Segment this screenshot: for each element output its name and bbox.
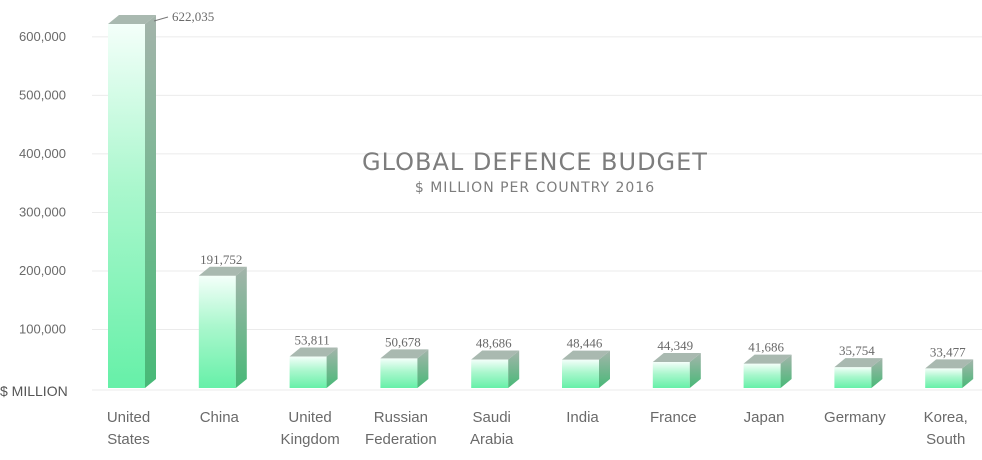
bar-top	[380, 349, 429, 359]
bar: 48,446	[562, 336, 610, 388]
value-label: 622,035	[172, 9, 214, 24]
bar-side	[780, 354, 792, 388]
bar-top	[652, 353, 701, 363]
bar-front	[834, 367, 872, 388]
x-tick-label: United	[288, 409, 331, 426]
bar-top	[471, 350, 520, 360]
x-tick-label: India	[566, 409, 599, 426]
x-tick-label: Kingdom	[280, 431, 339, 448]
bar-front	[471, 359, 509, 388]
bar-side	[417, 349, 429, 388]
bar-front	[652, 362, 690, 388]
bar-front	[743, 363, 781, 388]
bar-side	[508, 350, 520, 388]
bar-side	[326, 347, 338, 388]
x-tick-label: Arabia	[470, 431, 514, 448]
chart-subtitle: $ MILLION PER COUNTRY 2016	[414, 180, 656, 196]
y-axis-label: $ MILLION	[0, 383, 68, 399]
bar-side	[235, 266, 247, 388]
x-tick-label: States	[107, 431, 150, 448]
value-label: 35,754	[839, 343, 875, 358]
y-tick-label: 100,000	[19, 321, 66, 336]
bar-front	[562, 359, 599, 388]
bar-front	[289, 356, 327, 388]
bar-side	[145, 15, 156, 388]
bar-side	[689, 353, 701, 388]
bar: 44,349	[652, 338, 701, 388]
bar-top	[198, 266, 247, 276]
x-tick-label: Federation	[365, 431, 437, 448]
x-tick-label: China	[200, 409, 240, 426]
value-label: 53,811	[294, 333, 329, 348]
bar: 35,754	[834, 343, 883, 388]
bar-side	[871, 358, 883, 388]
bar-top	[743, 354, 792, 364]
y-tick-label: 600,000	[19, 29, 66, 44]
bar: 53,811	[289, 333, 338, 388]
value-label: 44,349	[657, 338, 693, 353]
y-tick-label: 500,000	[19, 87, 66, 102]
x-axis: United States China United Kingdom Russian Fed…	[107, 409, 968, 448]
chart-title-block: GLOBAL DEFENCE BUDGET $ MILLION PER COUN…	[310, 147, 760, 199]
bar-top	[925, 359, 974, 369]
bars: 622,035 191,752 53,811 50,678 48,686 48,446 44…	[108, 9, 974, 388]
bar-top	[562, 350, 610, 360]
bar-top	[834, 358, 883, 368]
y-tick-label: 400,000	[19, 146, 66, 161]
y-axis: 100,000 200,000 300,000 400,000 500,000 600,0…	[0, 29, 68, 399]
value-label-leader	[153, 16, 169, 22]
x-tick-label: Korea,	[924, 409, 968, 426]
bar-side	[599, 350, 610, 388]
bar: 33,477	[925, 344, 974, 388]
bar-top	[108, 15, 156, 24]
value-label: 191,752	[200, 252, 242, 267]
bar: 41,686	[743, 340, 792, 388]
bar: 50,678	[380, 334, 429, 388]
value-label: 41,686	[748, 340, 784, 355]
y-tick-label: 300,000	[19, 204, 66, 219]
value-label: 50,678	[385, 334, 421, 349]
value-label: 48,686	[476, 336, 512, 351]
bar-top	[289, 347, 338, 357]
y-tick-label: 200,000	[19, 263, 66, 278]
bar: 48,686	[471, 336, 520, 388]
x-tick-label: Japan	[744, 409, 785, 426]
chart-title: GLOBAL DEFENCE BUDGET	[362, 148, 708, 176]
bar-front	[198, 275, 236, 388]
x-tick-label: France	[650, 409, 697, 426]
bar: 622,035	[108, 9, 214, 388]
bar: 191,752	[198, 252, 247, 388]
x-tick-label: Saudi	[473, 409, 511, 426]
value-label: 33,477	[930, 344, 966, 359]
x-tick-label: Russian	[374, 409, 428, 426]
value-label: 48,446	[567, 336, 603, 351]
x-tick-label: South	[926, 431, 965, 448]
x-tick-label: United	[107, 409, 150, 426]
bar-front	[108, 24, 145, 388]
bar-front	[380, 358, 418, 388]
bar-front	[925, 368, 963, 388]
x-tick-label: Germany	[824, 409, 886, 426]
bar-side	[962, 359, 974, 388]
